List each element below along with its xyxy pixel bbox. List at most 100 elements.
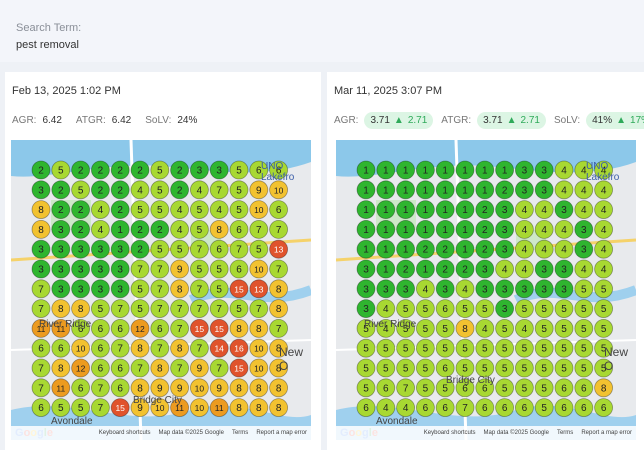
rank-marker[interactable]: 15 — [209, 318, 229, 338]
rank-marker[interactable]: 5 — [209, 279, 229, 299]
rank-marker[interactable]: 2 — [110, 160, 130, 180]
rank-marker[interactable]: 7 — [189, 239, 209, 259]
rank-marker[interactable]: 6 — [229, 220, 249, 239]
rank-marker[interactable]: 6 — [71, 318, 90, 338]
rank-marker[interactable]: 5 — [71, 180, 90, 200]
rank-marker[interactable]: 5 — [594, 318, 614, 338]
rank-marker[interactable]: 5 — [514, 378, 534, 398]
rank-marker[interactable]: 4 — [189, 180, 209, 200]
rank-marker[interactable]: 11 — [170, 398, 190, 418]
rank-marker[interactable]: 5 — [435, 318, 455, 338]
rank-marker[interactable]: 4 — [514, 220, 534, 239]
rank-marker[interactable]: 4 — [594, 220, 614, 239]
rank-marker[interactable]: 3 — [554, 279, 574, 299]
rank-marker[interactable]: 5 — [455, 338, 475, 358]
rank-marker[interactable]: 5 — [170, 239, 190, 259]
rank-marker[interactable]: 5 — [150, 239, 170, 259]
rank-marker[interactable]: 1 — [416, 200, 435, 219]
rank-marker[interactable]: 4 — [416, 279, 435, 299]
rank-marker[interactable]: 7 — [150, 259, 170, 279]
rank-marker[interactable]: 4 — [534, 200, 554, 219]
rank-marker[interactable]: 7 — [269, 259, 289, 279]
rank-marker[interactable]: 3 — [495, 200, 515, 219]
rank-marker[interactable]: 7 — [249, 220, 269, 239]
rank-marker[interactable]: 8 — [150, 358, 170, 378]
terms-link[interactable]: Terms — [231, 430, 249, 436]
rank-marker[interactable]: 5 — [416, 378, 435, 398]
rank-marker[interactable]: 9 — [150, 378, 170, 398]
rank-marker[interactable]: 8 — [130, 338, 150, 358]
rank-marker[interactable]: 6 — [574, 378, 594, 398]
rank-marker[interactable]: 8 — [209, 220, 229, 239]
rank-marker[interactable]: 9 — [209, 378, 229, 398]
rank-marker[interactable]: 4 — [376, 299, 396, 319]
rank-marker[interactable]: 8 — [170, 279, 190, 299]
rank-marker[interactable]: 4 — [514, 200, 534, 219]
rank-marker[interactable]: 5 — [534, 398, 554, 418]
rank-marker[interactable]: 2 — [170, 180, 190, 200]
rank-marker[interactable]: 3 — [574, 220, 594, 239]
rank-marker[interactable]: 3 — [51, 259, 71, 279]
rank-marker[interactable]: 2 — [130, 220, 150, 239]
rank-marker[interactable]: 4 — [574, 180, 594, 200]
rank-marker[interactable]: 1 — [416, 180, 435, 200]
rank-marker[interactable]: 2 — [110, 200, 130, 219]
rank-marker[interactable]: 5 — [574, 299, 594, 319]
rank-marker[interactable]: 2 — [71, 200, 90, 219]
rank-marker[interactable]: 3 — [534, 160, 554, 180]
rank-marker[interactable]: 6 — [574, 398, 594, 418]
rank-marker[interactable]: 4 — [594, 259, 614, 279]
rank-marker[interactable]: 5 — [495, 378, 515, 398]
rank-marker[interactable]: 1 — [455, 160, 475, 180]
rank-marker[interactable]: 2 — [475, 239, 495, 259]
rank-marker[interactable]: 1 — [356, 180, 376, 200]
rank-marker[interactable]: 10 — [249, 338, 269, 358]
rank-marker[interactable]: 8 — [229, 378, 249, 398]
rank-marker[interactable]: 1 — [396, 200, 415, 219]
rank-marker[interactable]: 4 — [376, 398, 396, 418]
rank-marker[interactable]: 4 — [170, 200, 190, 219]
rank-marker[interactable]: 6 — [91, 338, 110, 358]
rank-marker[interactable]: 1 — [416, 160, 435, 180]
rank-marker[interactable]: 2 — [396, 259, 415, 279]
rank-marker[interactable]: 2 — [71, 220, 90, 239]
rank-marker[interactable]: 3 — [189, 160, 209, 180]
rank-marker[interactable]: 3 — [376, 279, 396, 299]
rank-marker[interactable]: 5 — [189, 220, 209, 239]
rank-marker[interactable]: 3 — [554, 259, 574, 279]
rank-marker[interactable]: 8 — [249, 398, 269, 418]
rank-marker[interactable]: 6 — [356, 398, 376, 418]
rank-marker[interactable]: 7 — [31, 299, 51, 319]
rank-marker[interactable]: 6 — [435, 398, 455, 418]
rank-marker[interactable]: 7 — [91, 398, 110, 418]
rank-marker[interactable]: 4 — [495, 259, 515, 279]
rank-marker[interactable]: 5 — [229, 160, 249, 180]
rank-marker[interactable]: 6 — [110, 318, 130, 338]
rank-marker[interactable]: 4 — [455, 279, 475, 299]
rank-marker[interactable]: 4 — [376, 318, 396, 338]
rank-marker[interactable]: 8 — [269, 299, 289, 319]
rank-marker[interactable]: 5 — [130, 200, 150, 219]
rank-marker[interactable]: 3 — [31, 239, 51, 259]
rank-marker[interactable]: 5 — [574, 338, 594, 358]
rank-marker[interactable]: 1 — [376, 180, 396, 200]
report-error-link[interactable]: Report a map error — [256, 430, 307, 436]
rank-marker[interactable]: 3 — [495, 220, 515, 239]
rank-marker[interactable]: 3 — [514, 279, 534, 299]
rank-marker[interactable]: 4 — [554, 220, 574, 239]
rank-marker[interactable]: 2 — [51, 180, 71, 200]
rank-marker[interactable]: 8 — [31, 200, 51, 219]
terms-link[interactable]: Terms — [556, 430, 574, 436]
rank-marker[interactable]: 8 — [130, 378, 150, 398]
rank-marker[interactable]: 7 — [396, 378, 415, 398]
rank-marker[interactable]: 9 — [170, 378, 190, 398]
rank-marker[interactable]: 4 — [574, 160, 594, 180]
rank-marker[interactable]: 8 — [249, 318, 269, 338]
rank-marker[interactable]: 7 — [229, 239, 249, 259]
rank-marker[interactable]: 4 — [554, 239, 574, 259]
rank-marker[interactable]: 4 — [594, 239, 614, 259]
rank-marker[interactable]: 5 — [396, 358, 415, 378]
rank-marker[interactable]: 1 — [356, 239, 376, 259]
rank-marker[interactable]: 3 — [71, 239, 90, 259]
rank-marker[interactable]: 3 — [51, 239, 71, 259]
